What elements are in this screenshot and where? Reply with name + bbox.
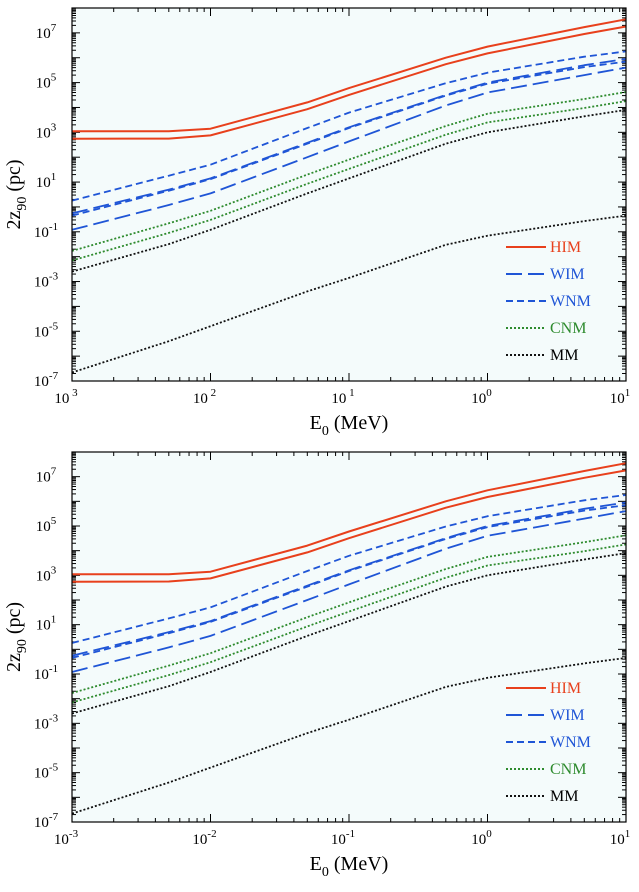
- plot-area: [72, 8, 626, 381]
- y-tick-label: 101: [36, 614, 57, 634]
- x-axis-label: E0 (MeV): [310, 853, 389, 880]
- y-tick-label: 10-3: [34, 712, 59, 732]
- series-line-mm-lower: [71, 657, 627, 815]
- x-tick-label: 101: [610, 387, 631, 407]
- y-tick-label: 103: [36, 564, 57, 584]
- legend-label-him: HIM: [550, 680, 581, 697]
- series-line-wnm-lower: [71, 60, 627, 217]
- legend-label-him: HIM: [550, 239, 581, 256]
- plot-frame: [71, 7, 627, 382]
- series-line-him-lower: [71, 25, 627, 140]
- y-tick-label: 10-1: [34, 663, 58, 683]
- y-tick-label: 10-3: [34, 271, 59, 291]
- legend: HIM WIM WNM CNM MM: [506, 239, 591, 364]
- series-line-mm-lower: [71, 214, 627, 374]
- legend-label-wim: WIM: [550, 266, 585, 283]
- chart-panel-1: 10 3 10 2 10 1 100 101 10-7 10-5 10-3 10-1 101 103…: [3, 7, 631, 439]
- y-tick-label: 107: [36, 466, 57, 486]
- y-tick-label: 10-5: [34, 762, 59, 782]
- series-line-him-upper: [72, 18, 627, 133]
- x-tick-label: 10-1: [331, 828, 355, 848]
- plot-frame: [71, 451, 627, 823]
- x-tick-label: 10-3: [54, 828, 79, 848]
- plot-area: [72, 452, 626, 822]
- series-line-mm-upper: [71, 552, 627, 715]
- series-line-mm-upper: [71, 109, 627, 273]
- x-tick-label: 10-2: [192, 828, 216, 848]
- legend-label-wnm: WNM: [550, 734, 591, 751]
- series-line-wnm-lower: [71, 504, 627, 659]
- legend-label-cnm: CNM: [550, 320, 586, 337]
- legend-label-mm: MM: [550, 788, 578, 805]
- y-tick-label: 105: [36, 515, 57, 535]
- legend-label-mm: MM: [550, 347, 578, 364]
- legend: HIM WIM WNM CNM MM: [506, 680, 591, 805]
- legend-label-wim: WIM: [550, 707, 585, 724]
- chart-panel-2: 10-3 10-2 10-1 100 101 10-7 10-5 10-3 10-1 101 103…: [3, 451, 631, 880]
- y-axis-label: 2z90 (pc): [3, 602, 30, 672]
- series-line-wnm-upper: [71, 50, 627, 202]
- y-tick-label: 10-7: [34, 811, 59, 831]
- x-axis-label: E0 (MeV): [310, 412, 389, 439]
- series-line-him-upper: [72, 462, 627, 576]
- series-line-wim-lower: [71, 510, 627, 673]
- series-line-wim-lower: [71, 66, 627, 231]
- legend-label-wnm: WNM: [550, 293, 591, 310]
- y-tick-label: 105: [36, 72, 57, 92]
- y-tick-label: 10-7: [34, 370, 59, 390]
- x-tick-label: 101: [610, 828, 631, 848]
- series-line-wnm-upper: [71, 494, 627, 644]
- y-axis-label: 2z90 (pc): [3, 159, 30, 229]
- ticks: [71, 8, 626, 382]
- x-tick-label: 100: [471, 828, 492, 848]
- x-tick-label: 10 3: [54, 387, 78, 407]
- y-tick-label: 10-5: [34, 320, 59, 340]
- y-tick-label: 107: [36, 22, 57, 42]
- legend-label-cnm: CNM: [550, 761, 586, 778]
- y-tick-label: 10-1: [34, 221, 58, 241]
- series-line-him-lower: [71, 469, 627, 583]
- y-tick-label: 103: [36, 121, 57, 141]
- x-tick-label: 100: [471, 387, 492, 407]
- x-tick-label: 10 1: [331, 387, 354, 407]
- y-tick-label: 101: [36, 171, 57, 191]
- x-tick-label: 10 2: [193, 387, 216, 407]
